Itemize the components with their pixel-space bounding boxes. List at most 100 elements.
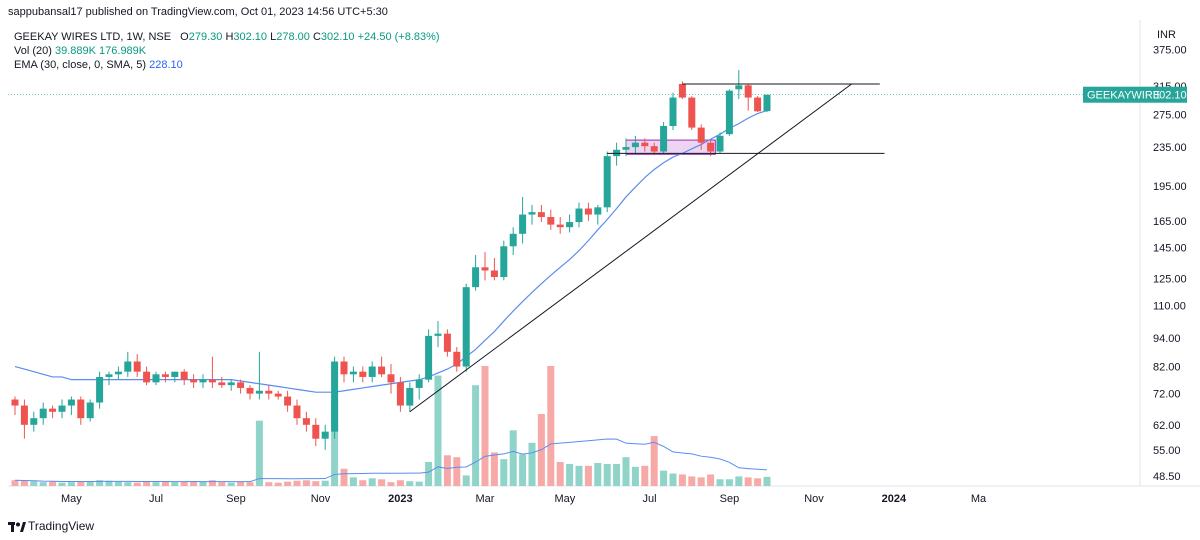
volume-bar[interactable]: [735, 476, 743, 486]
volume-bar[interactable]: [77, 481, 85, 486]
volume-bar[interactable]: [293, 480, 301, 486]
volume-bar[interactable]: [453, 457, 461, 486]
volume-bar[interactable]: [744, 477, 752, 486]
volume-bar[interactable]: [321, 480, 329, 486]
candle-body[interactable]: [584, 208, 592, 215]
candle-body[interactable]: [349, 371, 357, 375]
candle-body[interactable]: [735, 85, 743, 90]
candle-body[interactable]: [20, 405, 28, 425]
volume-bar[interactable]: [697, 477, 705, 486]
volume-bar[interactable]: [500, 459, 508, 486]
candle-body[interactable]: [387, 374, 395, 383]
volume-bar[interactable]: [199, 481, 207, 486]
trendline[interactable]: [409, 83, 852, 413]
candle-body[interactable]: [39, 408, 47, 419]
candle-body[interactable]: [434, 333, 442, 336]
volume-bar[interactable]: [547, 366, 555, 486]
candle-body[interactable]: [96, 376, 104, 403]
candle-body[interactable]: [415, 379, 423, 388]
volume-bar[interactable]: [20, 480, 28, 486]
candle-body[interactable]: [105, 374, 113, 377]
volume-bar[interactable]: [237, 481, 245, 486]
volume-bar[interactable]: [613, 463, 621, 486]
volume-bar[interactable]: [30, 481, 38, 486]
volume-bar[interactable]: [218, 482, 226, 486]
candle-body[interactable]: [631, 142, 639, 148]
volume-bar[interactable]: [208, 480, 216, 486]
candle-body[interactable]: [67, 399, 75, 406]
last-price-tag[interactable]: [1083, 86, 1187, 103]
candle-body[interactable]: [519, 214, 527, 234]
candle-body[interactable]: [312, 424, 320, 439]
volume-bar[interactable]: [584, 465, 592, 486]
candle-body[interactable]: [660, 125, 668, 152]
volume-bar[interactable]: [378, 479, 386, 486]
candle-body[interactable]: [425, 335, 433, 380]
candle-body[interactable]: [30, 418, 38, 425]
currency-label[interactable]: INR: [1157, 29, 1176, 41]
volume-bar[interactable]: [406, 481, 414, 486]
candle-body[interactable]: [707, 142, 715, 152]
volume-bar[interactable]: [660, 470, 668, 486]
volume-bar[interactable]: [265, 482, 273, 486]
volume-bar[interactable]: [528, 442, 536, 486]
volume-bar[interactable]: [67, 482, 75, 486]
candle-body[interactable]: [472, 267, 480, 288]
volume-bar[interactable]: [340, 468, 348, 486]
volume-bar[interactable]: [96, 480, 104, 486]
candle-body[interactable]: [49, 408, 57, 412]
candle-body[interactable]: [86, 402, 94, 419]
candle-body[interactable]: [246, 387, 254, 394]
volume-bar[interactable]: [425, 462, 433, 486]
candle-body[interactable]: [688, 97, 696, 128]
volume-bar[interactable]: [490, 452, 498, 486]
ema-row[interactable]: EMA (30, close, 0, SMA, 5) 228.10: [14, 58, 440, 72]
candle-body[interactable]: [575, 208, 583, 223]
candle-body[interactable]: [284, 396, 292, 406]
candle-body[interactable]: [143, 371, 151, 383]
volume-bar[interactable]: [274, 482, 282, 486]
volume-bar[interactable]: [519, 454, 527, 486]
volume-bar[interactable]: [650, 436, 658, 486]
volume-bar[interactable]: [349, 477, 357, 486]
candle-body[interactable]: [396, 382, 404, 406]
candle-body[interactable]: [180, 371, 188, 380]
volume-bar[interactable]: [143, 481, 151, 486]
volume-bar[interactable]: [415, 481, 423, 486]
volume-bar[interactable]: [161, 481, 169, 486]
candle-body[interactable]: [754, 97, 762, 112]
volume-bar[interactable]: [387, 482, 395, 486]
candle-body[interactable]: [763, 94, 771, 112]
candle-body[interactable]: [321, 431, 329, 439]
volume-bar[interactable]: [462, 475, 470, 486]
candle-body[interactable]: [481, 267, 489, 271]
candle-body[interactable]: [669, 97, 677, 126]
volume-bar[interactable]: [105, 480, 113, 486]
candle-body[interactable]: [622, 147, 630, 150]
candle-body[interactable]: [340, 361, 348, 375]
volume-bar[interactable]: [39, 482, 47, 486]
candle-body[interactable]: [227, 382, 235, 386]
volume-bar[interactable]: [227, 482, 235, 486]
candle-body[interactable]: [152, 374, 160, 383]
candle-body[interactable]: [725, 90, 733, 135]
volume-bar[interactable]: [434, 375, 442, 486]
volume-bar[interactable]: [603, 463, 611, 486]
volume-bar[interactable]: [707, 474, 715, 486]
candle-body[interactable]: [359, 371, 367, 377]
candle-body[interactable]: [547, 217, 555, 225]
candle-body[interactable]: [744, 85, 752, 98]
candle-body[interactable]: [274, 393, 282, 397]
candle-body[interactable]: [190, 379, 198, 383]
candle-body[interactable]: [509, 233, 517, 247]
volume-bar[interactable]: [556, 462, 564, 486]
candle-body[interactable]: [443, 333, 451, 352]
candle-body[interactable]: [556, 224, 564, 228]
candle-body[interactable]: [218, 382, 226, 386]
candle-body[interactable]: [171, 371, 179, 377]
candle-body[interactable]: [594, 207, 602, 215]
candle-body[interactable]: [265, 390, 273, 394]
volume-bar[interactable]: [481, 366, 489, 486]
candle-body[interactable]: [490, 270, 498, 277]
